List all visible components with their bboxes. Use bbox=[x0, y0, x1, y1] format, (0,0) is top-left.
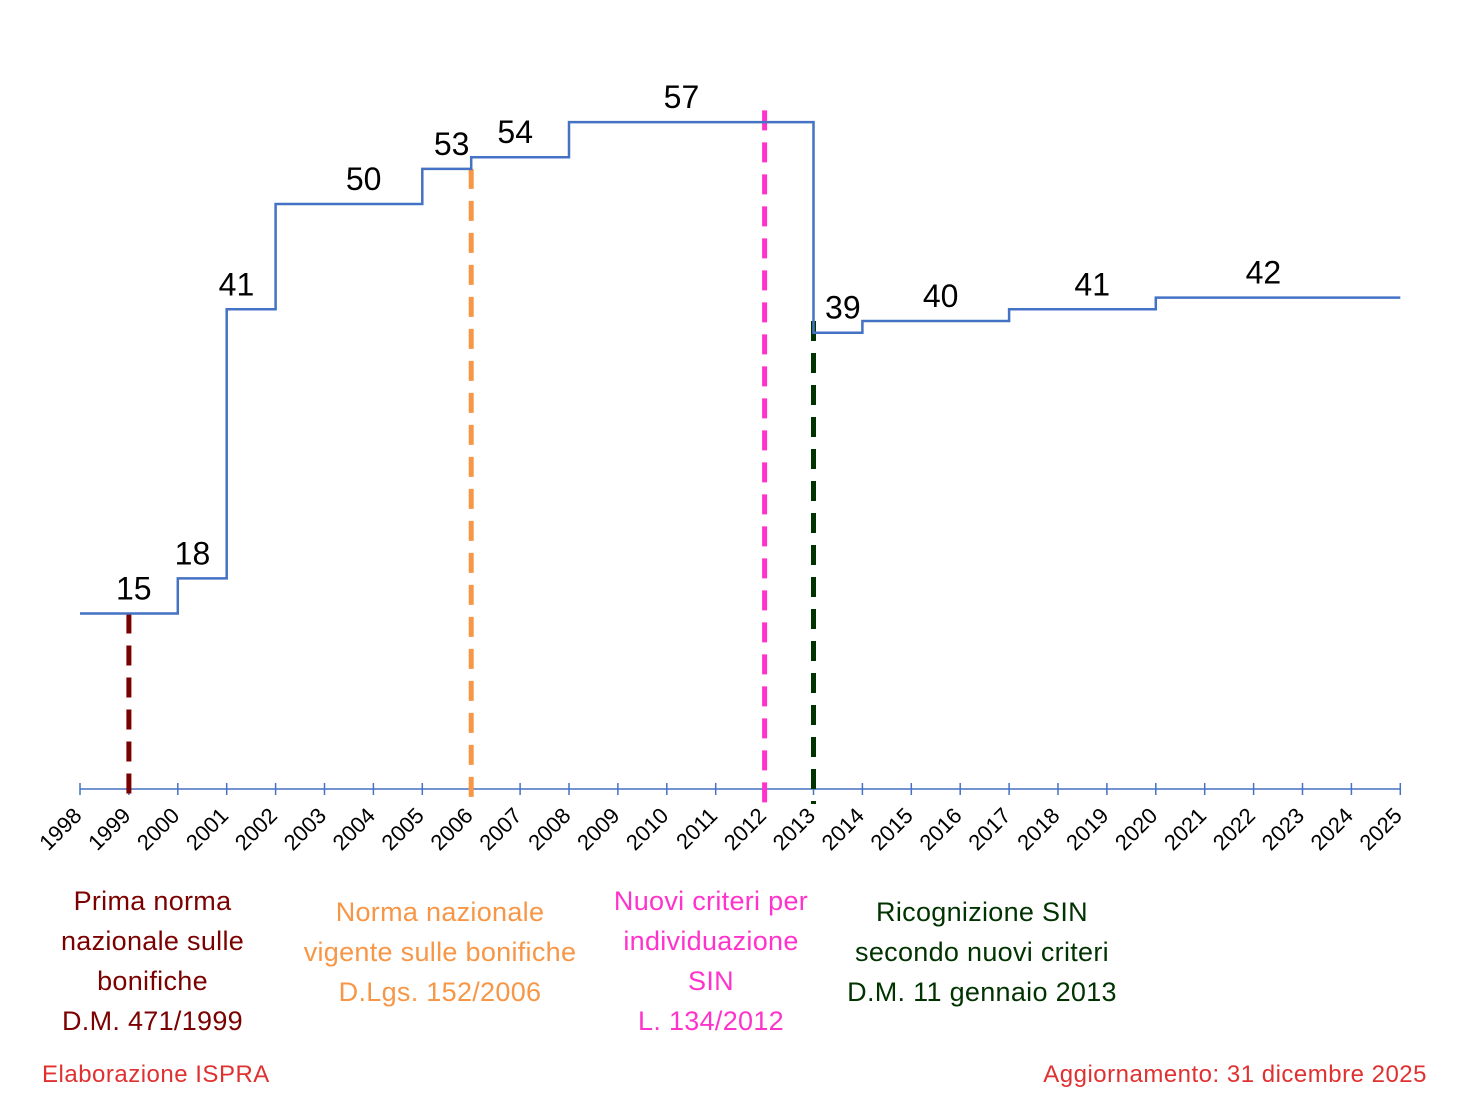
data-label-1999-1: 15 bbox=[116, 571, 152, 607]
annotation-l-134-2012: Nuovi criteri per individuazione SIN L. 134… bbox=[580, 881, 842, 1041]
x-tick-label-2020: 2020 bbox=[1110, 803, 1162, 855]
x-tick-label-2018: 2018 bbox=[1012, 803, 1064, 855]
x-tick-label-1999: 1999 bbox=[83, 803, 135, 855]
x-tick-label-2008: 2008 bbox=[523, 803, 575, 855]
annotation-dm-471-1999: Prima norma nazionale sulle bonifiche D.M. … bbox=[20, 881, 285, 1041]
x-tick-label-2022: 2022 bbox=[1208, 803, 1260, 855]
x-tick-label-2009: 2009 bbox=[572, 803, 624, 855]
annotation-line: D.M. 471/1999 bbox=[61, 1006, 243, 1036]
x-tick-label-2002: 2002 bbox=[230, 803, 282, 855]
annotation-line: Prima norma bbox=[73, 886, 232, 916]
annotation-line: D.M. 11 gennaio 2013 bbox=[847, 977, 1117, 1007]
data-label-2000-3: 18 bbox=[175, 535, 211, 571]
x-tick-label-2001: 2001 bbox=[181, 803, 233, 855]
x-tick-label-2012: 2012 bbox=[719, 803, 771, 855]
data-label-2013-6: 39 bbox=[825, 290, 861, 326]
x-tick-label-2004: 2004 bbox=[328, 803, 380, 855]
x-tick-label-2019: 2019 bbox=[1061, 803, 1113, 855]
data-label-2003-8: 50 bbox=[346, 161, 382, 197]
annotation-line: individuazione bbox=[623, 926, 799, 956]
x-tick-label-2005: 2005 bbox=[377, 803, 429, 855]
x-tick-label-2000: 2000 bbox=[132, 803, 184, 855]
series-line bbox=[80, 120, 1401, 615]
annotation-line: bonifiche bbox=[97, 966, 208, 996]
x-tick-label-1998: 1998 bbox=[34, 803, 86, 855]
footer-update-date: Aggiornamento: 31 dicembre 2025 bbox=[1043, 1061, 1427, 1088]
data-label-2006-9: 54 bbox=[497, 114, 533, 150]
x-tick-label-2024: 2024 bbox=[1306, 803, 1358, 855]
x-tick-label-2011: 2011 bbox=[671, 803, 722, 854]
data-label-2015-6: 40 bbox=[923, 278, 959, 314]
x-tick-label-2021: 2021 bbox=[1159, 803, 1211, 855]
x-tick-label-2014: 2014 bbox=[817, 803, 869, 855]
x-tick-label-2015: 2015 bbox=[866, 803, 918, 855]
x-tick-label-2016: 2016 bbox=[914, 803, 966, 855]
data-label-2001-2: 41 bbox=[219, 266, 255, 302]
annotation-line: vigente sulle bonifiche bbox=[303, 937, 577, 967]
footer-source: Elaborazione ISPRA bbox=[42, 1061, 270, 1088]
annotation-dlgs-152-2006: Norma nazionale vigente sulle bonifiche D.… bbox=[280, 892, 600, 1012]
x-tick-label-2013: 2013 bbox=[768, 803, 820, 855]
x-axis: 1998199920002001200220032004200520062007… bbox=[34, 783, 1407, 855]
annotation-line: secondo nuovi criteri bbox=[855, 937, 1109, 967]
event-markers bbox=[126, 110, 816, 804]
annotation-line: D.Lgs. 152/2006 bbox=[338, 977, 542, 1007]
x-tick-label-2006: 2006 bbox=[425, 803, 477, 855]
annotation-dm-11-gennaio-2013: Ricognizione SIN secondo nuovi criteri D.M… bbox=[822, 892, 1142, 1012]
annotation-line: Norma nazionale bbox=[335, 897, 545, 927]
data-label-2022-2: 42 bbox=[1246, 255, 1282, 291]
data-label-2010-3: 57 bbox=[664, 79, 700, 115]
x-tick-label-2003: 2003 bbox=[279, 803, 331, 855]
annotation-line: nazionale sulle bbox=[60, 926, 245, 956]
series-line-group bbox=[80, 120, 1401, 615]
data-labels: 15 18 41 50 53 54 57 39 40 41 42 bbox=[116, 79, 1281, 606]
annotation-line: Ricognizione SIN bbox=[876, 897, 1088, 927]
x-tick-label-2025: 2025 bbox=[1355, 803, 1407, 855]
annotation-line: L. 134/2012 bbox=[638, 1006, 784, 1036]
x-tick-label-2007: 2007 bbox=[474, 803, 526, 855]
annotation-line: SIN bbox=[688, 966, 734, 996]
annotation-line: Nuovi criteri per bbox=[613, 886, 809, 916]
x-tick-label-2017: 2017 bbox=[963, 803, 1015, 855]
x-tick-label-2010: 2010 bbox=[621, 803, 673, 855]
x-tick-label-2023: 2023 bbox=[1257, 803, 1309, 855]
data-label-2018-7: 41 bbox=[1074, 266, 1110, 302]
data-label-2005-6: 53 bbox=[434, 126, 470, 162]
